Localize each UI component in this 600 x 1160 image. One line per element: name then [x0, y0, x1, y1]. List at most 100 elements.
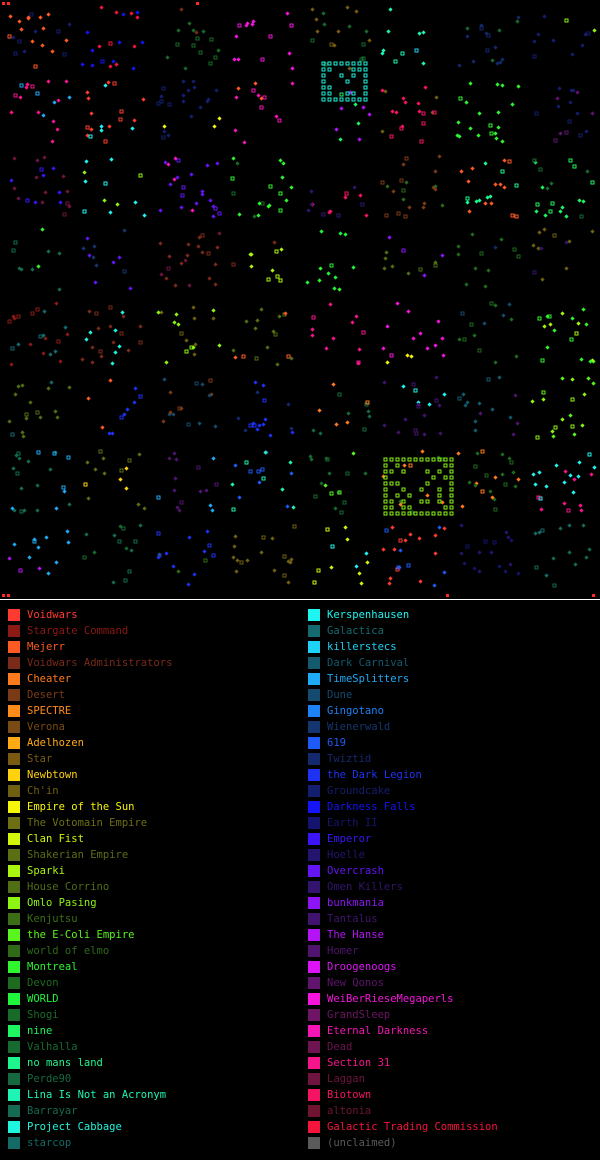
star-system[interactable]	[278, 278, 283, 283]
star-system[interactable]	[343, 232, 348, 237]
star-system[interactable]	[395, 511, 400, 516]
star-system[interactable]	[86, 396, 91, 401]
star-system[interactable]	[255, 318, 260, 323]
star-system[interactable]	[497, 564, 502, 569]
star-system[interactable]	[233, 128, 238, 133]
star-system[interactable]	[92, 550, 97, 555]
star-system[interactable]	[48, 352, 53, 357]
star-system[interactable]	[327, 85, 332, 90]
star-system[interactable]	[584, 322, 589, 327]
star-system[interactable]	[89, 111, 94, 116]
star-system[interactable]	[509, 460, 514, 465]
star-system[interactable]	[549, 181, 554, 186]
star-system[interactable]	[401, 384, 406, 389]
star-system[interactable]	[277, 118, 282, 123]
star-system[interactable]	[200, 233, 205, 238]
star-system[interactable]	[577, 198, 582, 203]
star-system[interactable]	[357, 67, 362, 72]
star-system[interactable]	[480, 489, 485, 494]
star-system[interactable]	[122, 269, 127, 274]
star-system[interactable]	[67, 502, 72, 507]
star-system[interactable]	[244, 460, 249, 465]
star-system[interactable]	[99, 354, 104, 359]
star-system[interactable]	[284, 198, 289, 203]
star-system[interactable]	[180, 193, 185, 198]
star-system[interactable]	[572, 477, 577, 482]
star-system[interactable]	[548, 209, 553, 214]
star-system[interactable]	[363, 73, 368, 78]
star-system[interactable]	[48, 467, 53, 472]
star-system[interactable]	[255, 390, 260, 395]
star-system[interactable]	[467, 209, 472, 214]
star-system[interactable]	[129, 11, 134, 16]
star-system[interactable]	[476, 133, 481, 138]
star-system[interactable]	[416, 402, 421, 407]
star-system[interactable]	[562, 480, 567, 485]
star-system[interactable]	[564, 214, 569, 219]
star-system[interactable]	[57, 287, 62, 292]
star-system[interactable]	[230, 176, 235, 181]
star-system[interactable]	[42, 309, 47, 314]
star-system[interactable]	[265, 345, 270, 350]
star-system[interactable]	[67, 385, 72, 390]
star-system[interactable]	[164, 551, 169, 556]
star-system[interactable]	[106, 80, 111, 85]
star-system[interactable]	[470, 232, 475, 237]
star-system[interactable]	[575, 90, 580, 95]
star-system[interactable]	[122, 228, 127, 233]
star-system[interactable]	[468, 81, 473, 86]
star-system[interactable]	[592, 465, 597, 470]
star-system[interactable]	[500, 139, 505, 144]
star-system[interactable]	[345, 97, 350, 102]
star-system[interactable]	[337, 287, 342, 292]
star-system[interactable]	[305, 280, 310, 285]
star-system[interactable]	[344, 191, 349, 196]
star-system[interactable]	[206, 97, 211, 102]
star-system[interactable]	[555, 96, 560, 101]
star-system[interactable]	[345, 471, 350, 476]
star-system[interactable]	[449, 475, 454, 480]
star-system[interactable]	[187, 283, 192, 288]
star-system[interactable]	[177, 508, 182, 513]
star-system[interactable]	[272, 568, 277, 573]
star-system[interactable]	[574, 331, 579, 336]
star-system[interactable]	[389, 499, 394, 504]
star-system[interactable]	[514, 354, 519, 359]
star-system[interactable]	[88, 330, 93, 335]
star-system[interactable]	[119, 109, 124, 114]
star-system[interactable]	[490, 58, 495, 63]
star-system[interactable]	[390, 525, 395, 530]
star-system[interactable]	[350, 320, 355, 325]
star-system[interactable]	[421, 30, 426, 35]
star-system[interactable]	[441, 353, 446, 358]
star-system[interactable]	[329, 491, 334, 496]
star-system[interactable]	[141, 97, 146, 102]
star-system[interactable]	[282, 573, 287, 578]
star-system[interactable]	[242, 140, 247, 145]
star-system[interactable]	[578, 503, 583, 508]
star-system[interactable]	[449, 463, 454, 468]
star-system[interactable]	[257, 201, 262, 206]
star-system[interactable]	[536, 495, 541, 500]
star-system[interactable]	[90, 345, 95, 350]
star-system[interactable]	[425, 481, 430, 486]
star-system[interactable]	[552, 583, 557, 588]
star-system[interactable]	[363, 97, 368, 102]
star-system[interactable]	[361, 42, 366, 47]
star-system[interactable]	[205, 163, 210, 168]
star-system[interactable]	[35, 91, 40, 96]
star-system[interactable]	[540, 528, 545, 533]
star-system[interactable]	[387, 235, 392, 240]
star-system[interactable]	[587, 452, 592, 457]
star-system[interactable]	[366, 409, 371, 414]
star-system[interactable]	[252, 423, 257, 428]
star-system[interactable]	[317, 408, 322, 413]
star-system[interactable]	[507, 159, 512, 164]
star-system[interactable]	[365, 400, 370, 405]
star-system[interactable]	[111, 260, 116, 265]
star-system[interactable]	[390, 109, 395, 114]
star-system[interactable]	[176, 158, 181, 163]
star-system[interactable]	[421, 61, 426, 66]
star-system[interactable]	[357, 97, 362, 102]
star-system[interactable]	[431, 475, 436, 480]
